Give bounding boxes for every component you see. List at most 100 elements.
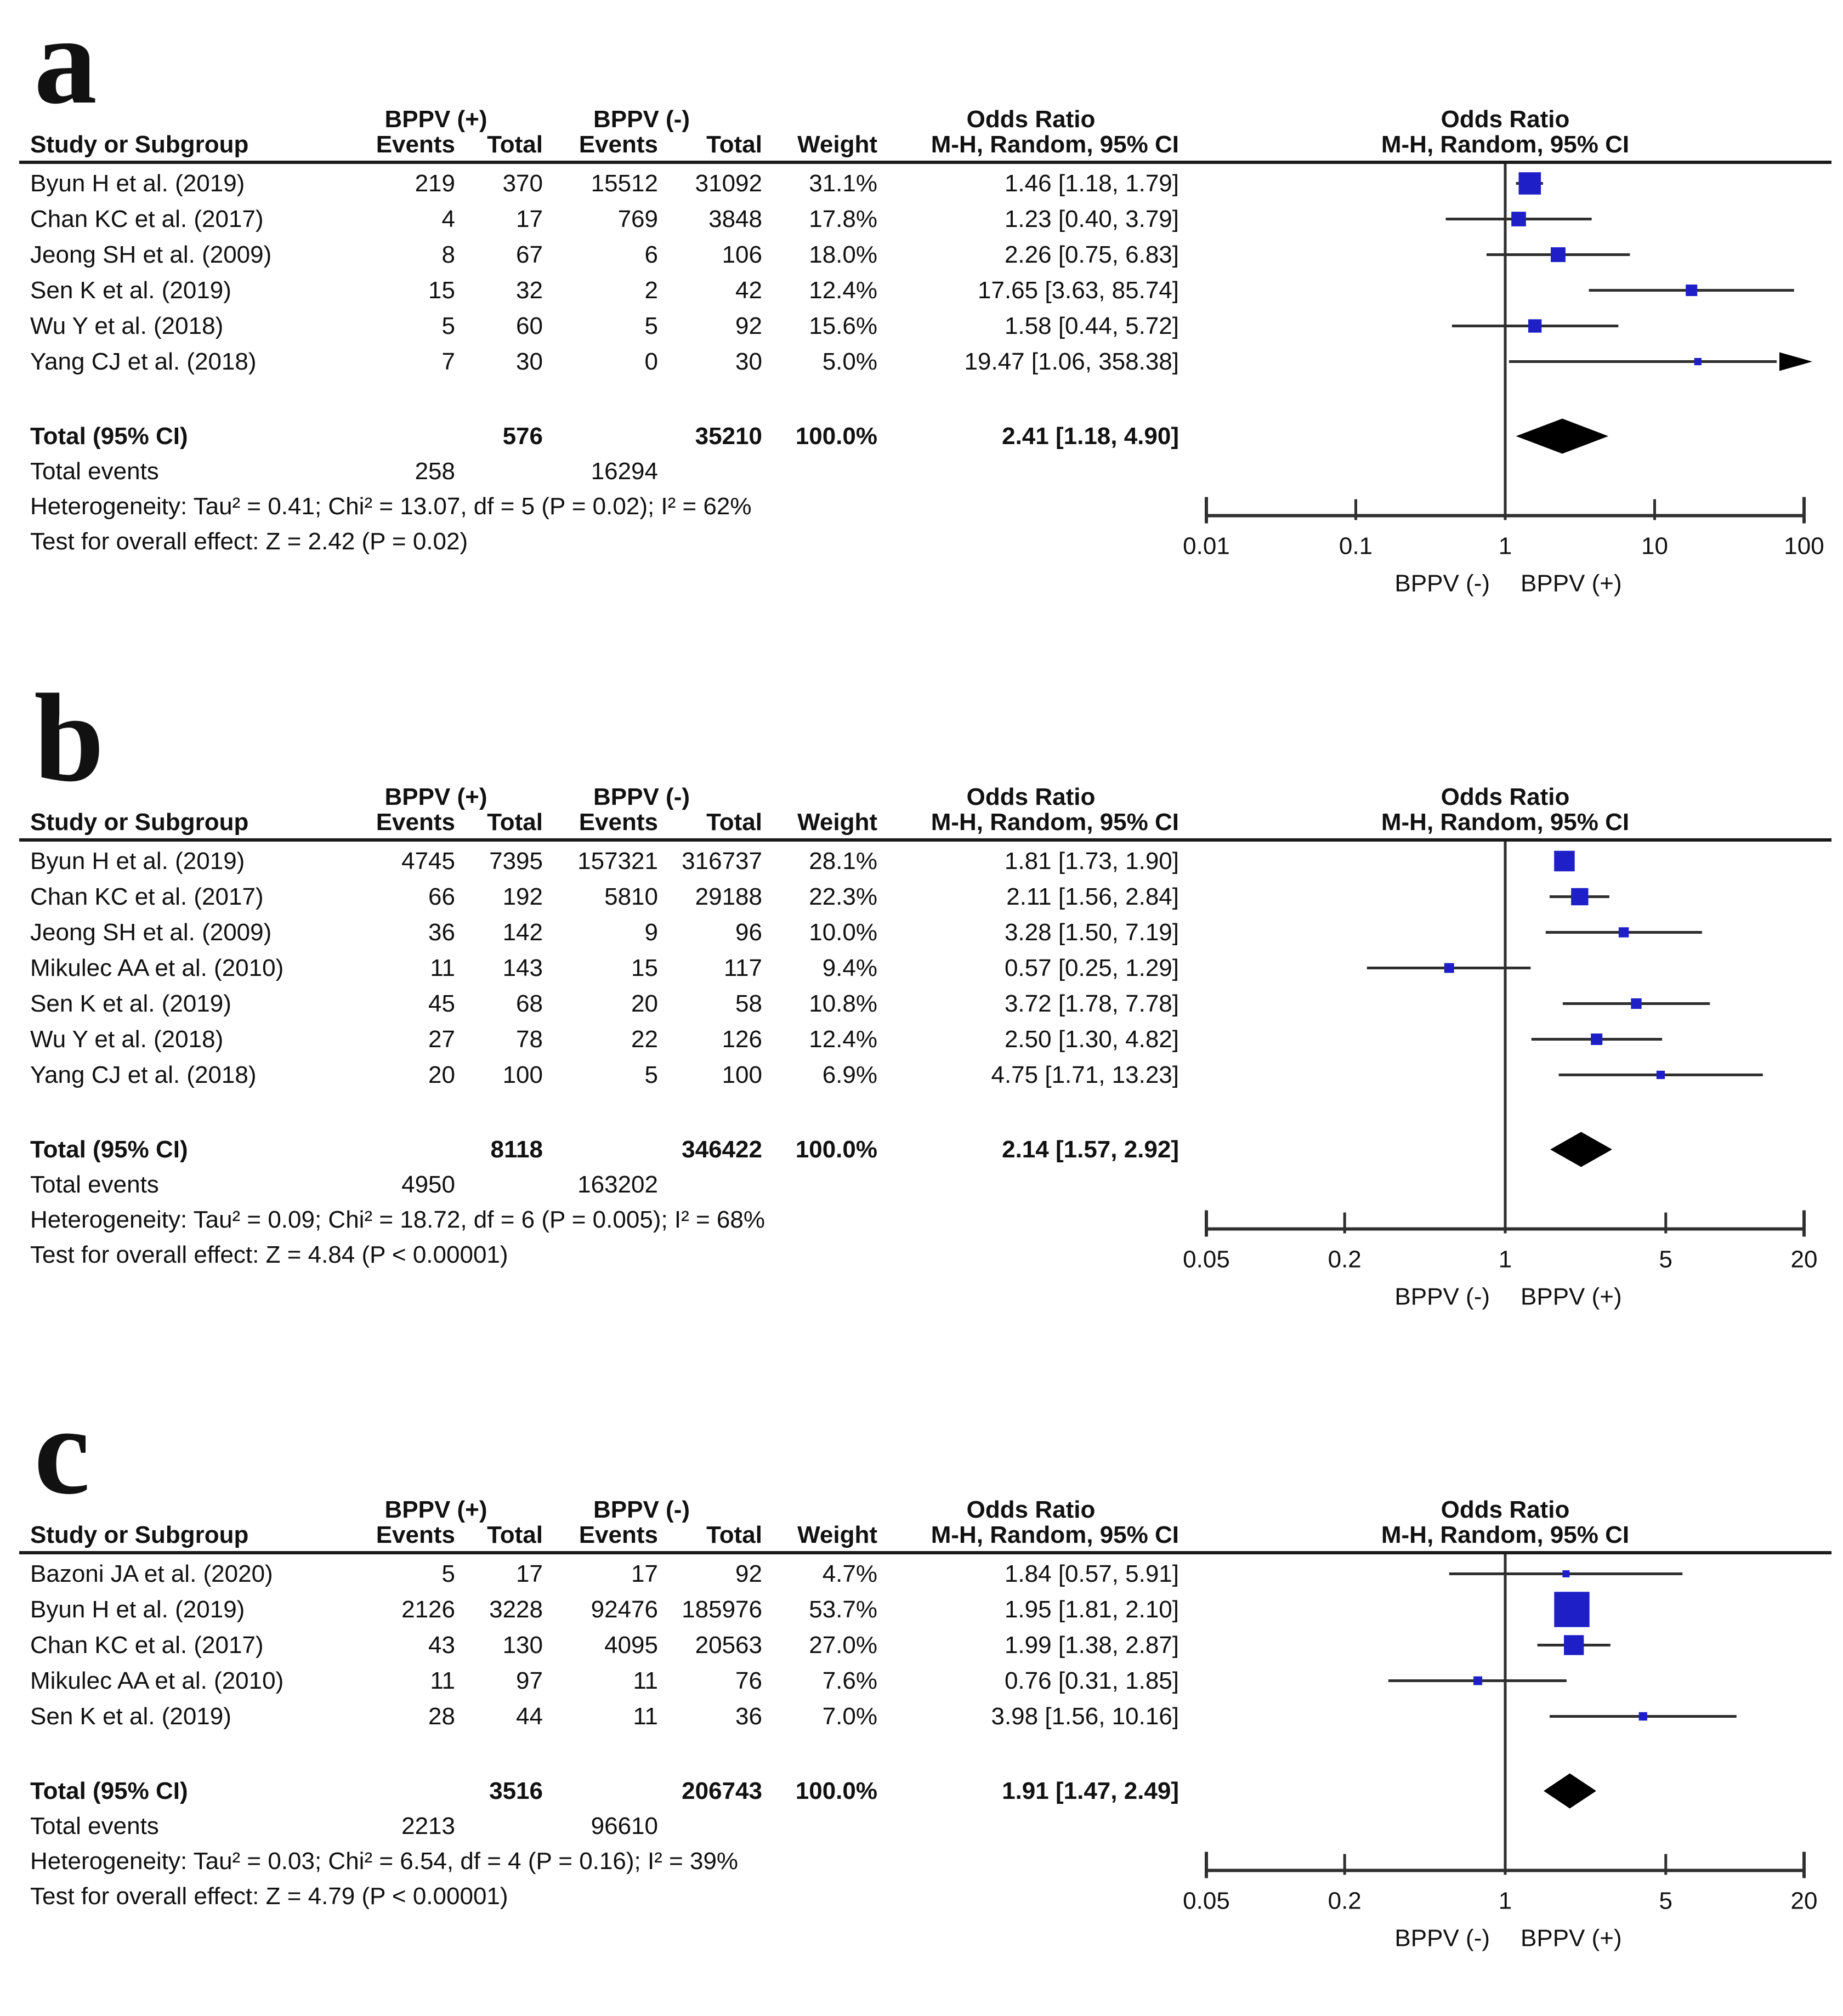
col-header-events-neg: Events: [579, 808, 658, 836]
col-header-weight: Weight: [797, 808, 877, 836]
odds-ratio-ci-value: 1.23 [0.40, 3.79]: [1004, 206, 1179, 232]
table-header: BPPV (+) BPPV (-) Odds Ratio Odds Ratio …: [0, 783, 1843, 842]
total-neg-value: 100: [722, 1061, 762, 1088]
plot-header-mh-ci: M-H, Random, 95% CI: [1381, 131, 1630, 158]
study-name: Mikulec AA et al. (2010): [30, 954, 284, 981]
total-neg-value: 30: [735, 348, 762, 375]
events-pos-value: 27: [428, 1025, 455, 1053]
col-header-total-neg: Total: [706, 1521, 762, 1548]
study-name: Sen K et al. (2019): [30, 990, 231, 1017]
table-row: Sen K et al. (2019) 45 68 20 58 10.8% 3.72 [1.…: [0, 986, 1843, 1021]
events-pos-value: 5: [441, 313, 455, 339]
events-pos-value: 36: [428, 918, 455, 946]
events-neg-value: 11: [633, 1667, 658, 1694]
weight-value: 27.0%: [809, 1632, 877, 1659]
total-neg-sum: 35210: [695, 423, 762, 450]
odds-ratio-ci-value: 2.50 [1.30, 4.82]: [1004, 1025, 1179, 1053]
events-pos-value: 7: [441, 348, 455, 375]
weight-value: 9.4%: [822, 954, 877, 981]
odds-ratio-ci-value: 1.58 [0.44, 5.72]: [1004, 313, 1179, 339]
col-header-events-pos: Events: [376, 131, 455, 158]
events-neg-value: 5: [644, 1061, 658, 1088]
total-pos-value: 30: [516, 348, 543, 375]
total-events-row: Total events 258 16294: [0, 454, 1843, 489]
heterogeneity-row: Heterogeneity: Tau² = 0.03; Chi² = 6.54,…: [0, 1844, 1843, 1879]
events-neg-value: 20: [631, 990, 658, 1017]
total-pos-sum: 576: [502, 423, 543, 450]
study-name: Byun H et al. (2019): [30, 1596, 245, 1623]
study-rows: Byun H et al. (2019) 4745 7395 157321 316737…: [0, 842, 1843, 1273]
or-column-title: Odds Ratio: [966, 1496, 1096, 1523]
total-pos-value: 17: [516, 1560, 543, 1587]
study-rows: Byun H et al. (2019) 219 370 15512 31092 31.1…: [0, 164, 1843, 559]
total-label: Total (95% CI): [30, 423, 188, 450]
table-row: Mikulec AA et al. (2010) 11 143 15 117 9.4% 0.…: [0, 950, 1843, 986]
col-header-events-pos: Events: [376, 1521, 455, 1548]
study-rows: Bazoni JA et al. (2020) 5 17 17 92 4.7% 1.84 […: [0, 1554, 1843, 1914]
plot-title: Odds Ratio: [1441, 1496, 1570, 1523]
events-neg-value: 22: [631, 1025, 658, 1053]
weight-value: 5.0%: [822, 348, 877, 375]
total-odds-ratio-ci: 1.91 [1.47, 2.49]: [1002, 1778, 1179, 1804]
total-pos-value: 100: [502, 1061, 543, 1088]
col-header-study: Study or Subgroup: [30, 1521, 249, 1548]
events-neg-value: 769: [617, 206, 658, 232]
col-header-study: Study or Subgroup: [30, 131, 249, 158]
weight-value: 10.0%: [809, 918, 877, 946]
total-weight: 100.0%: [795, 423, 877, 450]
events-pos-value: 2126: [401, 1596, 455, 1623]
axis-label-favours-positive: BPPV (+): [1521, 570, 1622, 597]
total-events-pos: 2213: [401, 1813, 455, 1839]
total-neg-value: 106: [722, 241, 762, 268]
total-neg-value: 96: [735, 918, 762, 946]
total-neg-sum: 346422: [682, 1135, 762, 1163]
total-pos-value: 130: [502, 1632, 543, 1659]
odds-ratio-ci-value: 19.47 [1.06, 358.38]: [964, 348, 1179, 375]
axis-label-favours-negative: BPPV (-): [1394, 570, 1490, 597]
col-header-total-neg: Total: [706, 808, 762, 836]
events-pos-value: 11: [430, 954, 455, 981]
total-neg-value: 29188: [695, 883, 762, 910]
events-neg-value: 15512: [591, 170, 658, 197]
weight-value: 7.6%: [822, 1667, 877, 1694]
or-column-title: Odds Ratio: [966, 106, 1096, 133]
col-header-events-neg: Events: [579, 1521, 658, 1548]
panel-label: a: [34, 0, 97, 130]
events-pos-value: 5: [441, 1560, 455, 1587]
panel-label: c: [34, 1381, 90, 1520]
total-odds-ratio-ci: 2.14 [1.57, 2.92]: [1002, 1135, 1179, 1163]
odds-ratio-ci-value: 17.65 [3.63, 85.74]: [978, 277, 1179, 304]
column-header-row: Study or Subgroup Events Total Events To…: [0, 808, 1843, 836]
spacer: [0, 1093, 1843, 1132]
group-header-bppv-neg: BPPV (-): [593, 783, 690, 810]
axis-label-favours-positive: BPPV (+): [1521, 1925, 1622, 1952]
total-neg-value: 36: [735, 1703, 762, 1730]
plot-area: Byun H et al. (2019) 219 370 15512 31092 31.1…: [0, 164, 1843, 609]
events-pos-value: 4: [441, 206, 455, 232]
study-name: Byun H et al. (2019): [30, 170, 245, 197]
column-header-row: Study or Subgroup Events Total Events To…: [0, 132, 1843, 157]
total-row: Total (95% CI) 3516 206743 100.0% 1.91 [1.47…: [0, 1773, 1843, 1809]
events-neg-value: 4095: [604, 1632, 658, 1659]
table-row: Byun H et al. (2019) 4745 7395 157321 316737…: [0, 843, 1843, 879]
table-row: Wu Y et al. (2018) 27 78 22 126 12.4% 2.50 [1.…: [0, 1021, 1843, 1057]
col-header-events-neg: Events: [579, 131, 658, 158]
total-weight: 100.0%: [795, 1135, 877, 1163]
total-row: Total (95% CI) 576 35210 100.0% 2.41 [1.18, …: [0, 418, 1843, 454]
group-header-row: BPPV (+) BPPV (-) Odds Ratio Odds Ratio: [0, 1497, 1843, 1523]
total-neg-sum: 206743: [682, 1778, 762, 1804]
table-row: Wu Y et al. (2018) 5 60 5 92 15.6% 1.58 [0.44,…: [0, 308, 1843, 344]
total-neg-value: 58: [735, 990, 762, 1017]
events-neg-value: 92476: [591, 1596, 658, 1623]
weight-value: 12.4%: [809, 277, 877, 304]
total-odds-ratio-ci: 2.41 [1.18, 4.90]: [1002, 423, 1179, 450]
events-pos-value: 4745: [401, 847, 455, 874]
col-header-events-pos: Events: [376, 808, 455, 836]
odds-ratio-ci-value: 0.57 [0.25, 1.29]: [1004, 954, 1179, 981]
total-events-pos: 4950: [401, 1171, 455, 1198]
total-row: Total (95% CI) 8118 346422 100.0% 2.14 [1.57…: [0, 1132, 1843, 1167]
total-events-neg: 96610: [591, 1813, 658, 1839]
table-row: Mikulec AA et al. (2010) 11 97 11 76 7.6% 0.76…: [0, 1663, 1843, 1699]
events-neg-value: 0: [644, 348, 658, 375]
events-neg-value: 6: [644, 241, 658, 268]
